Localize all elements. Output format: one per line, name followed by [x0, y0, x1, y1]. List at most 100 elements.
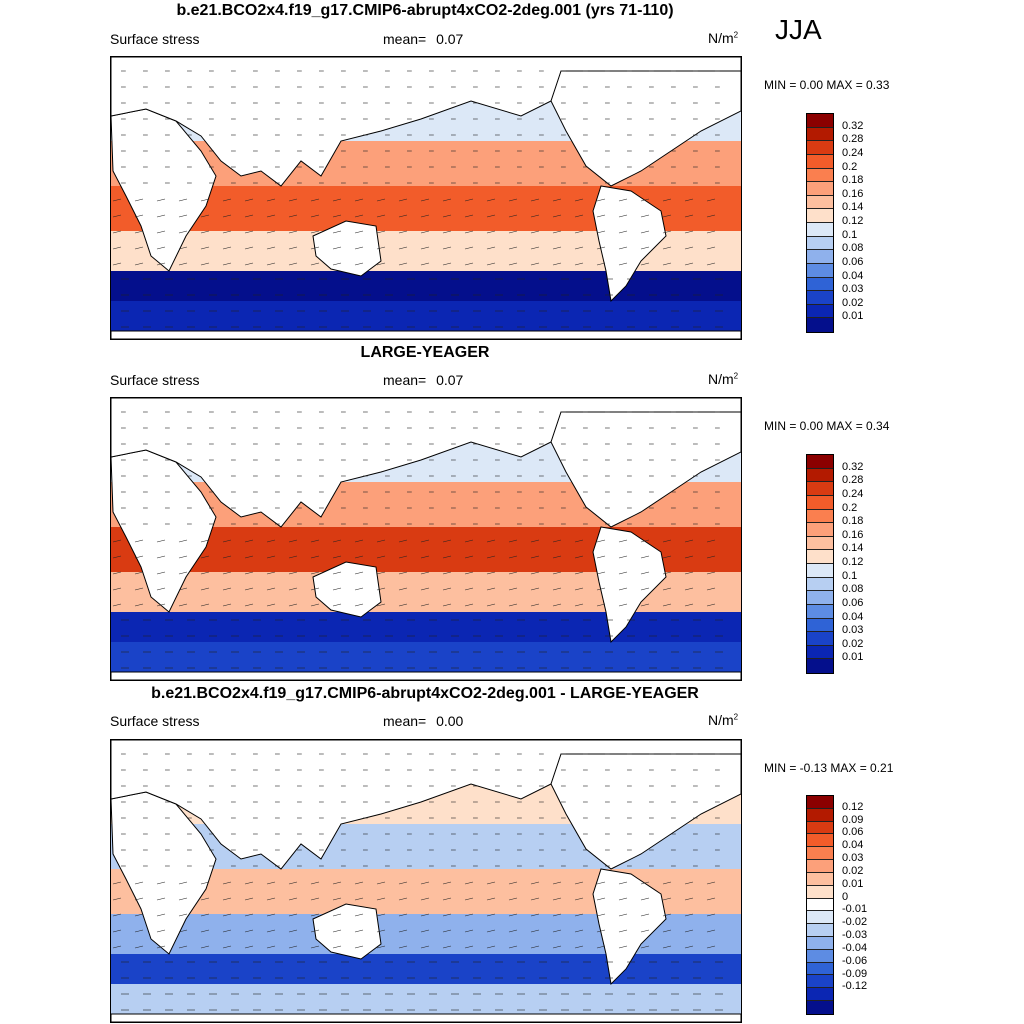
wind-vector: [596, 945, 606, 949]
wind-vector: [332, 246, 342, 250]
wind-vector: [112, 214, 122, 218]
wind-vector: [552, 246, 562, 250]
wind-vector: [596, 539, 606, 543]
panel-3-mean-label: mean=: [383, 713, 427, 729]
wind-vector: [574, 571, 584, 575]
wind-vector: [530, 897, 540, 901]
wind-vector: [112, 555, 122, 559]
wind-vector: [354, 571, 364, 575]
wind-vector: [618, 262, 628, 266]
colorbar-swatch: [807, 1001, 833, 1014]
colorbar-tick-label: 0.28: [842, 133, 864, 146]
wind-vector: [354, 897, 364, 901]
wind-vector: [464, 214, 474, 218]
wind-vector: [244, 262, 254, 266]
wind-vector: [596, 214, 606, 218]
colorbar-tick-label: 0.1: [842, 228, 858, 241]
wind-vector: [222, 262, 232, 266]
wind-vector: [706, 262, 716, 266]
panel-2-map: [110, 397, 742, 681]
wind-vector: [310, 945, 320, 949]
wind-vector: [156, 262, 166, 266]
wind-vector: [530, 929, 540, 933]
wind-vector: [574, 230, 584, 234]
wind-vector: [596, 262, 606, 266]
wind-vector: [486, 587, 496, 591]
wind-vector: [332, 555, 342, 559]
wind-vector: [574, 198, 584, 202]
colorbar-tick-label: 0.18: [842, 515, 864, 528]
wind-vector: [442, 945, 452, 949]
wind-vector: [530, 539, 540, 543]
wind-vector: [486, 555, 496, 559]
wind-vector: [574, 539, 584, 543]
wind-vector: [662, 587, 672, 591]
wind-vector: [200, 246, 210, 250]
wind-vector: [596, 929, 606, 933]
wind-vector: [156, 587, 166, 591]
colorbar-swatch: [807, 550, 833, 564]
wind-vector: [112, 929, 122, 933]
wind-vector: [354, 555, 364, 559]
colorbar-tick-label: 0.06: [842, 826, 864, 839]
wind-vector: [618, 214, 628, 218]
colorbar-swatch: [807, 291, 833, 305]
colorbar-swatch: [807, 482, 833, 496]
wind-vector: [178, 881, 188, 885]
wind-vector: [244, 539, 254, 543]
wind-vector: [222, 214, 232, 218]
wind-vector: [200, 897, 210, 901]
colorbar-tick-label: 0.03: [842, 283, 864, 296]
colorbar-tick-label: 0.03: [842, 624, 864, 637]
wind-vector: [552, 603, 562, 607]
wind-vector: [552, 571, 562, 575]
wind-vector: [618, 929, 628, 933]
wind-vector: [376, 571, 386, 575]
wind-vector: [178, 587, 188, 591]
wind-vector: [376, 897, 386, 901]
wind-vector: [376, 913, 386, 917]
wind-vector: [398, 555, 408, 559]
wind-vector: [706, 198, 716, 202]
wind-vector: [200, 913, 210, 917]
wind-vector: [244, 214, 254, 218]
wind-vector: [464, 262, 474, 266]
colorbar-swatch: [807, 975, 833, 989]
wind-vector: [332, 897, 342, 901]
wind-vector: [244, 246, 254, 250]
wind-vector: [486, 246, 496, 250]
wind-vector: [222, 571, 232, 575]
wind-vector: [508, 881, 518, 885]
wind-vector: [640, 230, 650, 234]
wind-vector: [222, 913, 232, 917]
wind-vector: [332, 214, 342, 218]
colorbar-tick-label: 0.12: [842, 556, 864, 568]
wind-vector: [420, 929, 430, 933]
wind-vector: [354, 913, 364, 917]
wind-vector: [574, 214, 584, 218]
wind-vector: [596, 881, 606, 885]
colorbar-swatch: [807, 847, 833, 861]
wind-vector: [376, 945, 386, 949]
land-mass: [111, 1013, 741, 1022]
wind-vector: [508, 246, 518, 250]
wind-vector: [398, 214, 408, 218]
colorbar-swatch: [807, 659, 833, 673]
panel-1-mean-label: mean=: [383, 31, 427, 47]
wind-vector: [640, 881, 650, 885]
wind-vector: [684, 214, 694, 218]
wind-vector: [508, 945, 518, 949]
wind-vector: [288, 230, 298, 234]
wind-vector: [244, 198, 254, 202]
land-mass: [592, 185, 667, 303]
wind-vector: [112, 603, 122, 607]
wind-vector: [662, 945, 672, 949]
wind-vector: [288, 897, 298, 901]
wind-vector: [354, 262, 364, 266]
wind-vector: [398, 945, 408, 949]
wind-vector: [574, 555, 584, 559]
wind-vector: [266, 571, 276, 575]
colorbar-tick-label: 0.2: [842, 160, 858, 173]
wind-vector: [442, 913, 452, 917]
wind-vector: [112, 571, 122, 575]
